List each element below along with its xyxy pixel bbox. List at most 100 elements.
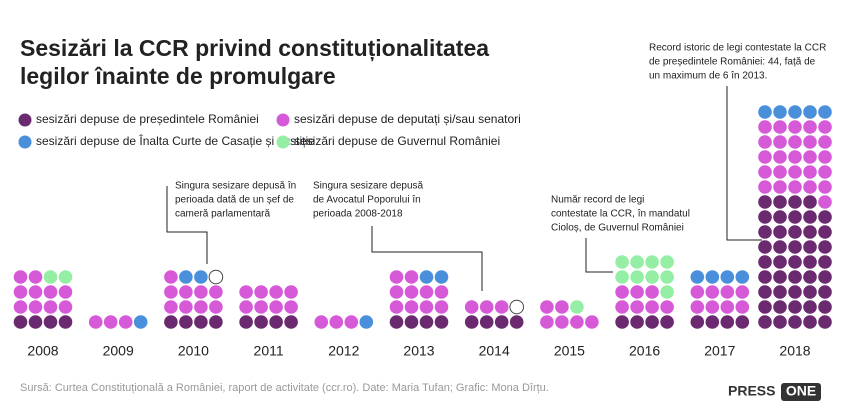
dot xyxy=(645,300,659,314)
dot xyxy=(720,315,735,329)
dot xyxy=(389,270,404,284)
annotation: perioada 2008-2018 xyxy=(313,209,403,220)
dot xyxy=(758,225,772,239)
dot xyxy=(758,195,772,209)
dot xyxy=(735,285,750,299)
dot xyxy=(803,240,817,254)
dot xyxy=(239,315,253,329)
dot xyxy=(464,300,479,314)
dot xyxy=(803,195,817,209)
connector xyxy=(166,186,208,264)
legend-swatch xyxy=(18,113,32,127)
dot xyxy=(645,270,659,284)
title-line: Sesizări la CCR privind constituționalit… xyxy=(20,35,489,62)
dot xyxy=(239,285,253,299)
dot xyxy=(630,285,644,299)
x-tick-label: 2008 xyxy=(27,343,58,359)
dot xyxy=(818,150,832,164)
dot xyxy=(284,315,298,329)
x-tick-label: 2010 xyxy=(178,343,209,359)
dot xyxy=(690,315,705,329)
x-tick-label: 2009 xyxy=(103,343,134,359)
dot xyxy=(284,300,298,314)
dot xyxy=(788,300,802,314)
annotation: Singura sesizare depusă în xyxy=(175,181,296,192)
x-tick-label: 2015 xyxy=(554,343,585,359)
dot xyxy=(758,270,772,284)
dot xyxy=(758,300,772,314)
dot xyxy=(758,135,772,149)
dot xyxy=(788,240,802,254)
dot xyxy=(758,120,772,134)
dot xyxy=(818,240,832,254)
x-tick-label: 2018 xyxy=(779,343,810,359)
dot xyxy=(818,165,832,179)
dot xyxy=(720,285,735,299)
x-tick-label: 2017 xyxy=(704,343,735,359)
dot xyxy=(690,300,705,314)
dot xyxy=(705,270,720,284)
dot xyxy=(788,270,802,284)
dot xyxy=(570,315,584,329)
dot xyxy=(179,300,193,314)
dot xyxy=(645,255,659,269)
x-tick-label: 2012 xyxy=(328,343,359,359)
dot xyxy=(194,315,208,329)
dot xyxy=(13,270,28,284)
dot xyxy=(818,300,832,314)
dot xyxy=(434,285,449,299)
dot xyxy=(209,300,223,314)
dot xyxy=(208,269,224,285)
source: Sursă: Curtea Constituțională a României… xyxy=(20,382,549,394)
dot xyxy=(194,285,208,299)
dot xyxy=(803,315,817,329)
dot xyxy=(660,315,674,329)
dot xyxy=(509,315,524,329)
dot xyxy=(419,285,434,299)
dot xyxy=(773,315,787,329)
legend-label: sesizări depuse de deputați și/sau senat… xyxy=(294,112,521,126)
dot xyxy=(818,270,832,284)
dot xyxy=(13,300,28,314)
dot xyxy=(758,105,772,119)
dot xyxy=(269,300,283,314)
dot xyxy=(803,225,817,239)
annotation: Singura sesizare depusă xyxy=(313,181,424,192)
dot xyxy=(389,300,404,314)
dot xyxy=(788,210,802,224)
annotation: Cioloș, de Guvernul României xyxy=(551,223,684,234)
x-tick-label: 2013 xyxy=(403,343,434,359)
dot xyxy=(788,105,802,119)
dot xyxy=(615,270,629,284)
annotation: un maximum de 6 în 2013. xyxy=(649,71,767,82)
dot xyxy=(773,210,787,224)
dot xyxy=(615,300,629,314)
dot xyxy=(118,315,133,329)
annotation: contestate la CCR, în mandatul xyxy=(551,209,690,220)
dot xyxy=(735,300,750,314)
dot xyxy=(773,165,787,179)
dot xyxy=(419,300,434,314)
annotation: perioada dată de un șef de xyxy=(175,195,294,206)
dot xyxy=(705,300,720,314)
dot xyxy=(720,300,735,314)
title-line: legilor înainte de promulgare xyxy=(20,63,336,89)
dot xyxy=(555,315,569,329)
dot xyxy=(28,285,43,299)
legend-label: sesizări depuse de Guvernul României xyxy=(294,134,500,148)
dot xyxy=(660,285,674,299)
dot xyxy=(660,300,674,314)
logo: PRESS xyxy=(728,383,775,399)
dot xyxy=(615,255,629,269)
dot xyxy=(58,270,73,284)
dot xyxy=(269,315,283,329)
dot xyxy=(13,285,28,299)
dot xyxy=(194,270,208,284)
dot xyxy=(705,285,720,299)
dot xyxy=(359,315,374,329)
x-tick-label: 2014 xyxy=(479,343,510,359)
legend-swatch xyxy=(18,135,32,149)
dot xyxy=(28,315,43,329)
dot xyxy=(773,135,787,149)
